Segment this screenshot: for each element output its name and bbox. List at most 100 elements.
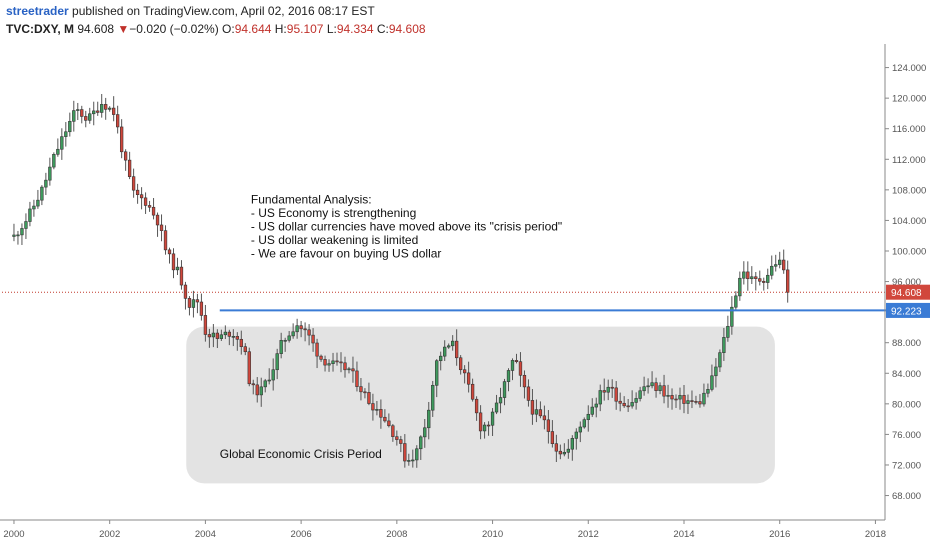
candle-body [706, 389, 710, 394]
price-change: −0.020 (−0.02%) [129, 22, 219, 36]
candle-body [439, 355, 443, 362]
current-price-tag [886, 284, 930, 300]
publish-text: published on TradingView.com, April 02, … [68, 4, 375, 18]
candle-body [431, 384, 435, 411]
last-price: 94.608 [77, 22, 115, 36]
candle-body [391, 425, 395, 437]
candle-body [550, 431, 555, 444]
author-link[interactable]: streetrader [6, 4, 69, 18]
candle-body [618, 400, 622, 404]
candle-body [287, 335, 291, 341]
candle-body [299, 325, 303, 330]
candle-body [546, 419, 551, 432]
candle-body [458, 357, 463, 371]
candle-body [96, 110, 100, 113]
candle-body [462, 369, 467, 374]
candle-body [20, 228, 24, 236]
candle-body [211, 332, 216, 338]
candle-body [538, 409, 543, 417]
candle-body [602, 390, 606, 393]
candle-body [123, 151, 128, 161]
candle-body [303, 328, 307, 331]
axes-layer: 124.000 120.000 116.000 112.000 108.000 104.0… [0, 44, 930, 540]
candle-body [518, 361, 523, 376]
candle-body [694, 401, 698, 403]
candle-body [714, 366, 718, 377]
candle-body [506, 370, 511, 382]
x-tick-label: 2006 [291, 529, 312, 540]
x-tick-label: 2000 [3, 529, 24, 540]
candle-body [135, 189, 140, 196]
candle-body [40, 186, 44, 201]
candle-body [498, 397, 503, 404]
candle-body [367, 392, 371, 404]
candle-body [443, 346, 447, 357]
y-tick-label: 80.000 [892, 399, 921, 410]
candle-body [291, 331, 295, 337]
candle-body [411, 459, 415, 462]
candle-body [179, 266, 184, 286]
candle-body [239, 338, 243, 347]
candle-body [746, 271, 750, 280]
candle-body [766, 274, 770, 283]
candle-body [403, 443, 407, 462]
candle-body [682, 395, 686, 404]
candle-body [594, 403, 598, 408]
candle-body [770, 265, 774, 276]
price-chart[interactable]: Fundamental Analysis:- US Economy is str… [0, 40, 932, 550]
candle-body [383, 416, 387, 422]
candle-body [195, 299, 200, 303]
candle-body [323, 359, 327, 366]
x-tick-label: 2018 [865, 529, 886, 540]
chart-header: streetrader published on TradingView.com… [0, 0, 932, 40]
candle-body [435, 360, 439, 386]
candle-body [626, 405, 630, 408]
candle-body [758, 278, 762, 282]
support-tag-label: 92.223 [891, 306, 922, 317]
candle-body [786, 269, 790, 293]
candle-body [24, 221, 28, 229]
candle-body [307, 329, 311, 336]
analysis-annotation-line: - US Economy is strengthening [251, 206, 416, 220]
candle-body [419, 436, 423, 450]
candle-body [227, 331, 231, 337]
candle-body [774, 264, 778, 267]
candle-body [44, 179, 48, 188]
candle-body [108, 107, 112, 110]
y-tick-label: 112.000 [892, 155, 926, 166]
candle-body [662, 385, 666, 397]
crisis-annotation-line: Global Economic Crisis Period [220, 447, 382, 461]
candle-body [670, 395, 674, 400]
candle-body [610, 386, 614, 389]
candle-body [119, 126, 124, 153]
candle-body [614, 387, 618, 402]
candle-body [263, 380, 267, 388]
candle-body [666, 395, 670, 397]
candle-body [375, 409, 379, 411]
x-tick-label: 2010 [482, 529, 503, 540]
analysis-annotation-line: - US dollar weakening is limited [251, 233, 418, 247]
candle-body [36, 199, 40, 207]
candle-body [578, 426, 582, 433]
candle-body [762, 280, 766, 283]
candle-body [622, 402, 626, 407]
candle-body [351, 368, 355, 372]
candle-body [407, 460, 411, 462]
candle-body [534, 409, 539, 415]
x-tick-label: 2016 [769, 529, 790, 540]
candle-body [56, 148, 60, 155]
y-tick-label: 96.000 [892, 277, 921, 288]
candle-body [275, 353, 279, 371]
x-tick-label: 2002 [99, 529, 120, 540]
candle-body [590, 406, 594, 415]
candle-body [423, 427, 427, 438]
candle-body [167, 249, 172, 255]
candle-body [335, 360, 339, 363]
analysis-annotation-line: - US dollar currencies have moved above … [251, 220, 562, 234]
candle-body [331, 360, 335, 364]
candle-body [718, 352, 722, 368]
symbol-name[interactable]: TVC:DXY, M [6, 22, 75, 36]
candle-body [582, 419, 586, 428]
candle-body [427, 409, 431, 429]
candle-body [187, 298, 192, 308]
